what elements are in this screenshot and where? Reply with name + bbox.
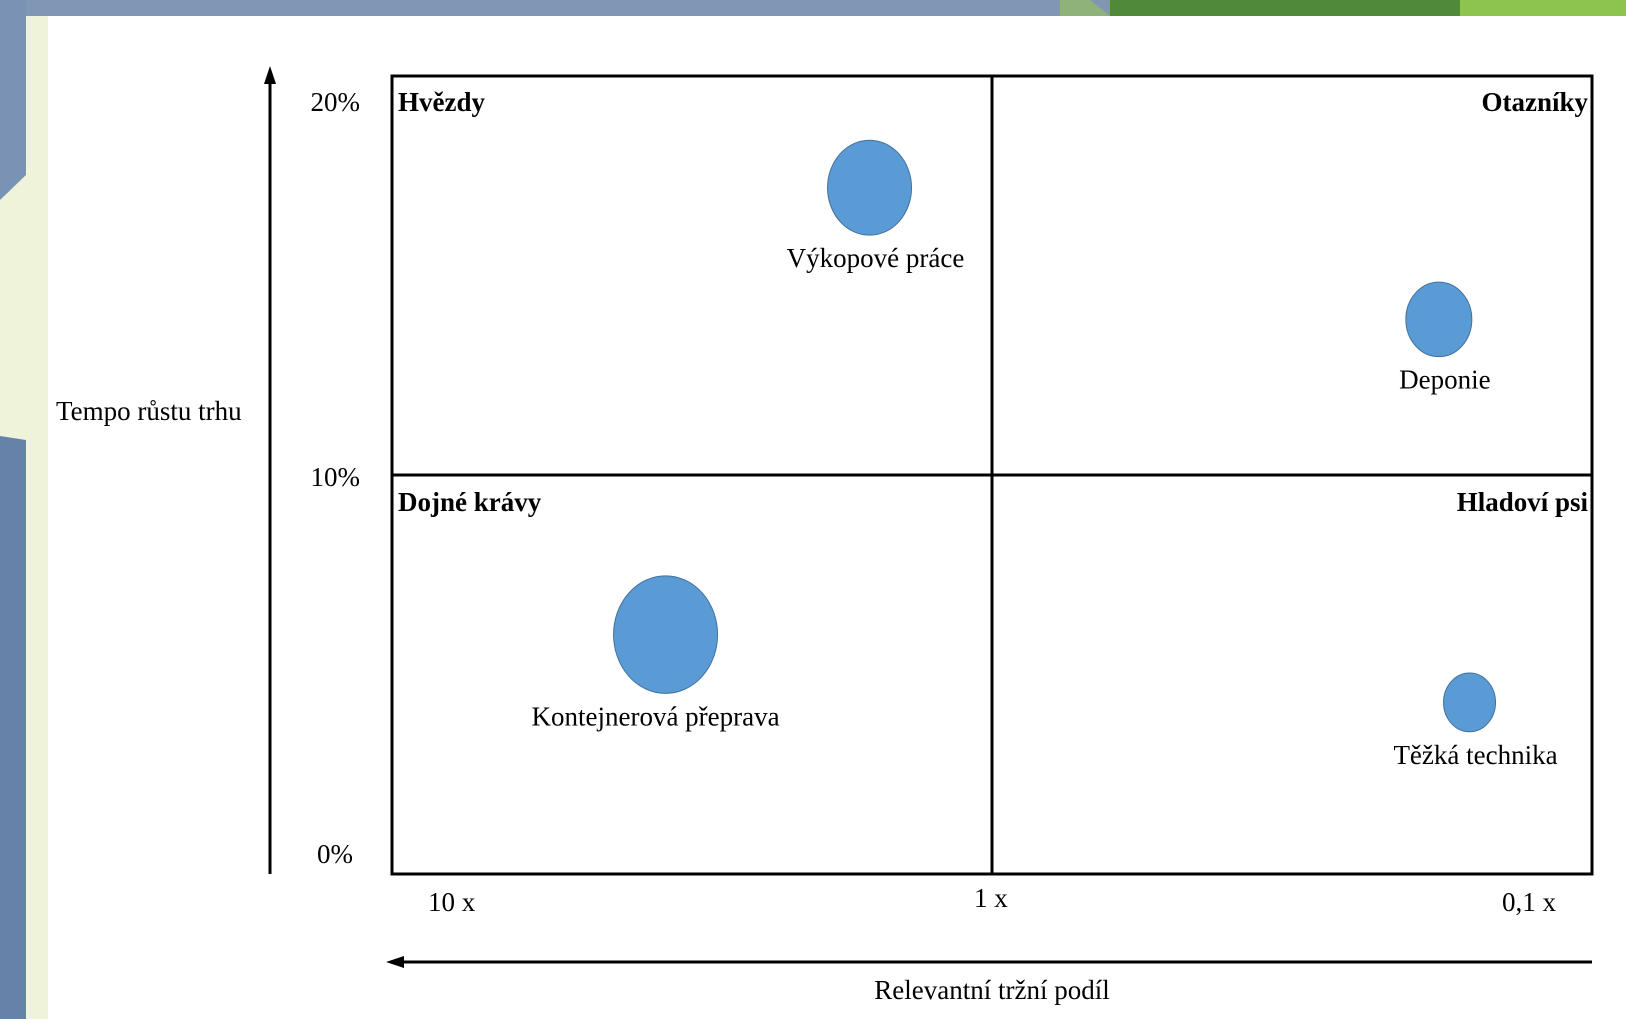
y-axis-title: Tempo růstu trhu bbox=[56, 396, 242, 426]
bubble-point bbox=[827, 139, 913, 236]
x-axis-title: Relevantní tržní podíl bbox=[874, 975, 1109, 1005]
bubble-point bbox=[1405, 281, 1473, 358]
plot-frame bbox=[390, 74, 1594, 876]
bubble-label: Kontejnerová přeprava bbox=[531, 701, 779, 731]
y-tick-label: 20% bbox=[311, 87, 361, 117]
x-tick-label: 1 x bbox=[974, 883, 1008, 913]
quadrant-title-stars: Hvězdy bbox=[398, 87, 485, 117]
quadrant-title-cash-cows: Dojné krávy bbox=[398, 487, 542, 517]
quadrant-title-question-marks: Otazníky bbox=[1481, 87, 1588, 117]
bubble-point bbox=[613, 575, 719, 694]
y-axis-arrow bbox=[264, 66, 276, 874]
bubble-point bbox=[1443, 672, 1497, 733]
bubble-label: Výkopové práce bbox=[787, 243, 965, 273]
bubble-label: Těžká technika bbox=[1393, 740, 1557, 770]
x-tick-label: 10 x bbox=[428, 887, 476, 917]
x-axis-arrow bbox=[386, 956, 1592, 968]
bubbles-layer: Výkopové práce Deponie Kontejnerová přepra… bbox=[531, 139, 1558, 770]
x-tick-label: 0,1 x bbox=[1502, 887, 1557, 917]
y-tick-label: 0% bbox=[317, 839, 353, 869]
bubble-label: Deponie bbox=[1399, 365, 1490, 395]
y-tick-label: 10% bbox=[311, 462, 361, 492]
quadrant-title-dogs: Hladoví psi bbox=[1457, 487, 1589, 517]
